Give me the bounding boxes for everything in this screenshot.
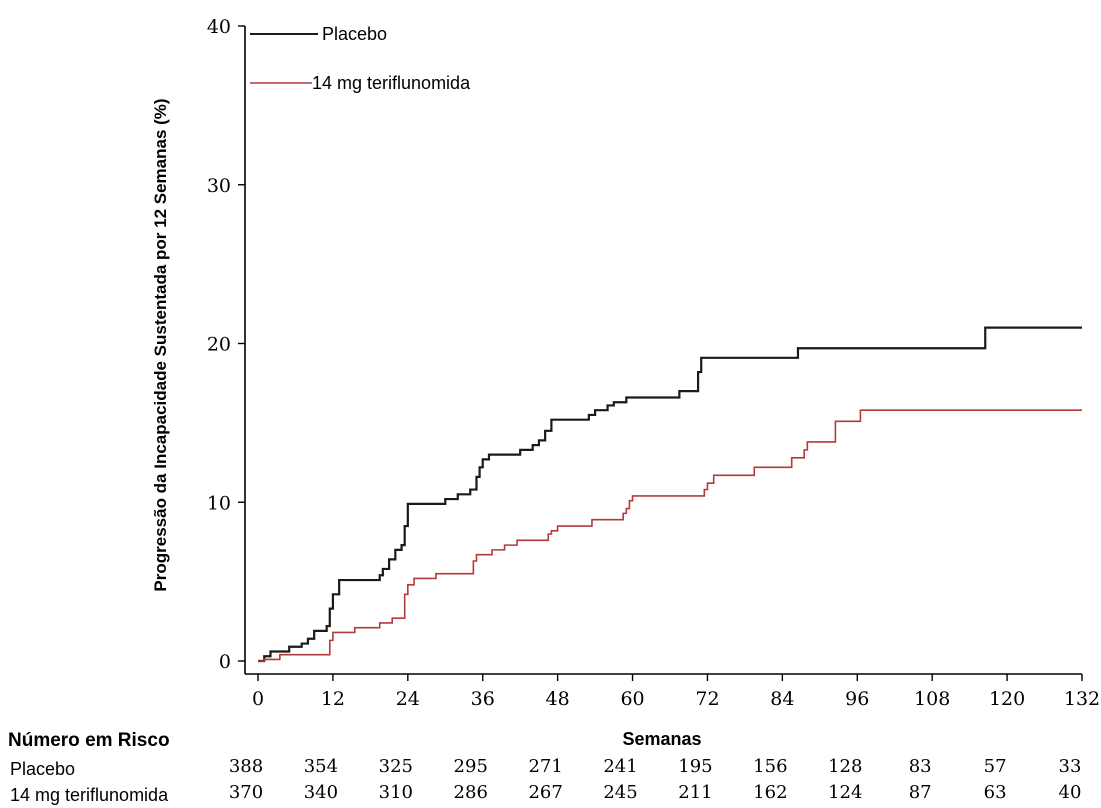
- risk-value: 128: [828, 756, 862, 777]
- x-tick-label: 36: [471, 688, 495, 710]
- x-ticks: 0 12 24 36 48 60 72 84 96 108 120 132: [252, 674, 1100, 710]
- legend: Placebo 14 mg teriflunomida: [250, 24, 471, 93]
- risk-table-title: Número em Risco: [8, 730, 170, 751]
- y-tick-label: 20: [207, 334, 231, 356]
- x-tick-label: 0: [252, 688, 264, 710]
- y-tick-label: 30: [207, 175, 231, 197]
- risk-value: 124: [828, 782, 862, 803]
- legend-label-placebo: Placebo: [322, 24, 387, 44]
- x-tick-label: 84: [770, 688, 794, 710]
- risk-values: 388 354 325 295 271 241 195 156 128 83 57 33 370 340 3…: [229, 756, 1082, 803]
- x-tick-label: 96: [845, 688, 869, 710]
- y-ticks: 0 10 20 30 40: [207, 16, 245, 673]
- series-layer: [258, 326, 1082, 663]
- risk-value: 87: [909, 782, 932, 803]
- risk-value: 295: [454, 756, 488, 777]
- y-tick-label: 0: [219, 651, 231, 673]
- risk-value: 245: [603, 782, 637, 803]
- risk-value: 340: [304, 782, 338, 803]
- x-tick-label: 120: [989, 688, 1025, 710]
- series-line-placebo: [258, 326, 1082, 663]
- x-tick-label: 72: [695, 688, 719, 710]
- y-tick-label: 40: [207, 16, 231, 38]
- risk-value: 57: [984, 756, 1007, 777]
- risk-value: 354: [304, 756, 338, 777]
- y-tick-label: 10: [207, 492, 231, 514]
- risk-value: 325: [379, 756, 413, 777]
- risk-value: 156: [753, 756, 787, 777]
- risk-value: 310: [379, 782, 413, 803]
- x-axis-title: Semanas: [622, 729, 701, 749]
- risk-value: 286: [454, 782, 488, 803]
- x-tick-label: 108: [914, 688, 950, 710]
- x-tick-label: 132: [1064, 688, 1100, 710]
- risk-value: 241: [603, 756, 637, 777]
- risk-value: 33: [1059, 756, 1082, 777]
- legend-label-teriflunomida: 14 mg teriflunomida: [312, 73, 471, 93]
- x-tick-label: 24: [396, 688, 420, 710]
- risk-value: 211: [678, 782, 712, 803]
- y-axis-title: Progressão da Incapacidade Sustentada po…: [151, 98, 170, 591]
- risk-value: 370: [229, 782, 263, 803]
- risk-value: 195: [678, 756, 712, 777]
- risk-value: 63: [984, 782, 1007, 803]
- series-line-teriflunomida: [258, 409, 1082, 662]
- x-tick-label: 12: [321, 688, 345, 710]
- risk-row-label-placebo: Placebo: [10, 759, 75, 779]
- risk-value: 83: [909, 756, 932, 777]
- risk-value: 271: [528, 756, 562, 777]
- risk-value: 40: [1059, 782, 1082, 803]
- risk-value: 267: [528, 782, 562, 803]
- x-tick-label: 48: [546, 688, 570, 710]
- risk-value: 388: [229, 756, 263, 777]
- risk-value: 162: [753, 782, 787, 803]
- risk-row-label-teriflunomida: 14 mg teriflunomida: [10, 785, 169, 805]
- x-tick-label: 60: [620, 688, 644, 710]
